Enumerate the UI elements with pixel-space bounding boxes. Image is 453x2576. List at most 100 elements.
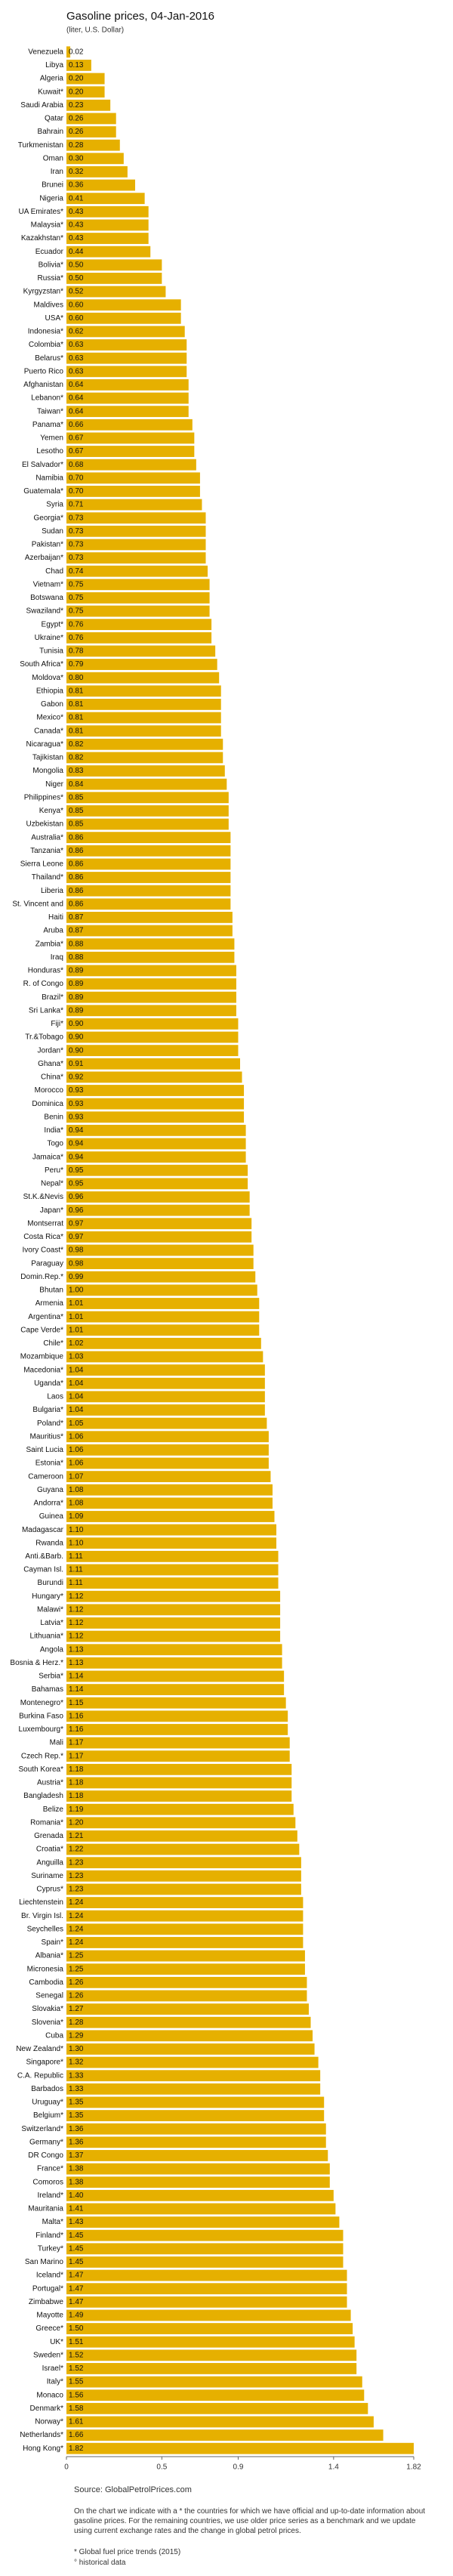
bar (66, 1324, 260, 1336)
category-label: Netherlands* (20, 2431, 63, 2439)
bar (66, 725, 221, 737)
bar (66, 2203, 336, 2215)
category-label: Iraq (51, 953, 63, 962)
value-label: 1.36 (69, 2125, 84, 2133)
category-label: Morocco (35, 1086, 64, 1095)
value-label: 1.33 (69, 2085, 84, 2093)
bar (66, 752, 223, 764)
value-label: 0.90 (69, 1046, 84, 1055)
value-label: 0.75 (69, 580, 84, 588)
value-label: 0.85 (69, 793, 84, 802)
category-label: Guinea (39, 1512, 64, 1521)
bar (66, 1018, 239, 1030)
value-label: 0.96 (69, 1206, 84, 1215)
value-label: 0.81 (69, 687, 84, 695)
category-label: Br. Virgin Isl. (21, 1912, 63, 1920)
category-label: Zambia* (35, 940, 63, 948)
category-label: Liechtenstein (19, 1898, 63, 1907)
category-label: Suriname (31, 1872, 63, 1880)
category-label: Albania* (35, 1952, 63, 1960)
bar (66, 1550, 279, 1562)
category-label: New Zealand* (16, 2045, 63, 2053)
value-label: 0.63 (69, 354, 84, 363)
value-label: 0.93 (69, 1086, 84, 1095)
x-tick-label: 1.82 (406, 2463, 421, 2472)
bar (66, 1937, 304, 1948)
value-label: 1.26 (69, 1992, 84, 2000)
bar (66, 2176, 330, 2188)
bar (66, 2056, 319, 2068)
bar (66, 392, 189, 404)
category-label: Argentina* (28, 1313, 63, 1321)
value-label: 1.37 (69, 2151, 84, 2160)
bar (66, 991, 236, 1003)
bar (66, 1843, 300, 1855)
category-label: St. Vincent and (12, 900, 63, 908)
bar (66, 1923, 304, 1935)
value-label: 0.50 (69, 261, 84, 269)
category-label: Grenada (34, 1832, 63, 1840)
bar (66, 1830, 297, 1842)
value-label: 1.38 (69, 2178, 84, 2186)
bar (66, 1298, 260, 1309)
category-label: Haiti (48, 913, 63, 922)
value-label: 0.95 (69, 1180, 84, 1188)
value-label: 1.45 (69, 2244, 84, 2253)
value-label: 1.19 (69, 1805, 84, 1814)
value-label: 0.86 (69, 887, 84, 895)
bar (66, 2323, 353, 2334)
value-label: 0.50 (69, 274, 84, 283)
bar (66, 2429, 384, 2441)
value-label: 0.90 (69, 1020, 84, 1028)
category-label: Brunei (42, 181, 63, 190)
category-label: Tanzania* (30, 847, 63, 855)
bar (66, 951, 235, 963)
value-label: 0.88 (69, 940, 84, 948)
value-label: 1.09 (69, 1512, 84, 1521)
bar (66, 805, 229, 817)
category-label: Australia* (31, 833, 63, 842)
bar (66, 352, 187, 364)
bar (66, 872, 231, 883)
category-label: Hungary* (32, 1592, 63, 1601)
value-label: 0.89 (69, 993, 84, 1002)
category-label: UA Emirates* (19, 208, 64, 216)
bar (66, 1644, 282, 1656)
bar (66, 1138, 246, 1150)
bar (66, 99, 111, 111)
value-label: 1.32 (69, 2059, 84, 2067)
value-label: 1.03 (69, 1353, 84, 1361)
value-label: 0.70 (69, 487, 84, 496)
bar (66, 1976, 307, 1988)
bar (66, 1657, 282, 1669)
bar (66, 1337, 261, 1349)
bar (66, 2136, 326, 2148)
value-label: 0.44 (69, 248, 84, 256)
bar (66, 2216, 340, 2228)
value-label: 0.63 (69, 367, 84, 375)
bar (66, 299, 181, 311)
value-label: 0.75 (69, 594, 84, 602)
value-label: 0.13 (69, 61, 84, 69)
category-label: Belgium* (33, 2111, 63, 2120)
bar (66, 205, 149, 218)
bar (66, 286, 166, 298)
value-label: 1.11 (69, 1552, 83, 1561)
value-label: 1.06 (69, 1459, 84, 1468)
category-label: UK* (50, 2338, 63, 2346)
category-label: Romania* (30, 1818, 63, 1827)
bar (66, 2043, 315, 2055)
value-label: 1.14 (69, 1673, 84, 1681)
category-label: Mexico* (36, 714, 63, 722)
category-label: Azerbaijan* (25, 554, 63, 562)
bar (66, 1670, 285, 1682)
value-label: 0.26 (69, 128, 84, 136)
value-label: 0.64 (69, 407, 84, 415)
category-label: Turkmenistan (18, 141, 63, 150)
legend-note: * Global fuel price trends (2015) (74, 2548, 181, 2556)
value-label: 1.35 (69, 2111, 84, 2120)
category-label: Bosnia & Herz.* (10, 1659, 63, 1667)
category-label: Micronesia (27, 1965, 64, 1973)
chart-subtitle: (liter, U.S. Dollar) (66, 26, 124, 35)
bar (66, 1857, 301, 1869)
